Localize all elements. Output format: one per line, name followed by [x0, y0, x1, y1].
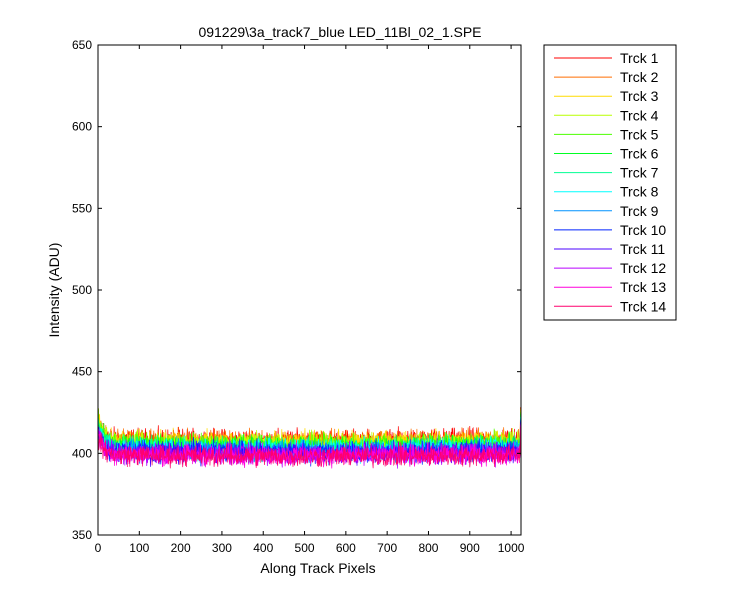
y-tick-label-5: 600 [72, 120, 92, 134]
series-layer [97, 407, 521, 469]
legend-label-5: Trck 5 [620, 126, 659, 142]
legend-label-3: Trck 3 [620, 88, 659, 104]
legend-label-10: Trck 10 [620, 222, 666, 238]
x-axis: 0 100 200 300 400 500 600 700 800 900 1000 [95, 45, 525, 555]
x-tick-label-6: 600 [336, 541, 356, 555]
legend-label-6: Trck 6 [620, 146, 659, 162]
x-axis-label: Along Track Pixels [260, 560, 375, 576]
legend-label-1: Trck 1 [620, 50, 659, 66]
y-tick-label-1: 400 [72, 446, 92, 460]
x-tick-label-3: 300 [212, 541, 232, 555]
legend-label-12: Trck 12 [620, 260, 666, 276]
x-tick-label-7: 700 [377, 541, 397, 555]
x-tick-label-4: 400 [253, 541, 273, 555]
legend-label-14: Trck 14 [620, 298, 666, 314]
x-tick-label-10: 1000 [498, 541, 525, 555]
y-tick-label-2: 450 [72, 365, 92, 379]
legend-label-7: Trck 7 [620, 165, 659, 181]
x-tick-label-1: 100 [129, 541, 149, 555]
legend-label-8: Trck 8 [620, 184, 659, 200]
y-tick-label-3: 500 [72, 283, 92, 297]
legend-box [543, 44, 677, 321]
series-line-14 [97, 424, 521, 469]
x-tick-label-5: 500 [295, 541, 315, 555]
legend-label-13: Trck 13 [620, 279, 666, 295]
legend-entries: Trck 1 Trck 2 Trck 3 Trck 4 Trck 5 Trck 6 Trck… [554, 50, 666, 314]
legend-label-9: Trck 9 [620, 203, 659, 219]
y-tick-label-6: 650 [72, 38, 92, 52]
chart-title: 091229\3a_track7_blue LED_11Bl_02_1.SPE [198, 24, 481, 40]
y-axis: 350 400 450 500 550 600 650 [72, 38, 521, 542]
y-tick-label-4: 550 [72, 201, 92, 215]
x-tick-label-0: 0 [95, 541, 102, 555]
y-tick-label-0: 350 [72, 528, 92, 542]
legend-label-4: Trck 4 [620, 107, 659, 123]
legend-label-11: Trck 11 [620, 241, 665, 257]
x-tick-label-9: 900 [460, 541, 480, 555]
legend: Trck 1 Trck 2 Trck 3 Trck 4 Trck 5 Trck 6 Trck… [543, 44, 677, 321]
y-axis-label: Intensity (ADU) [46, 243, 62, 338]
legend-label-2: Trck 2 [620, 69, 659, 85]
x-tick-label-8: 800 [418, 541, 438, 555]
x-tick-label-2: 200 [171, 541, 191, 555]
